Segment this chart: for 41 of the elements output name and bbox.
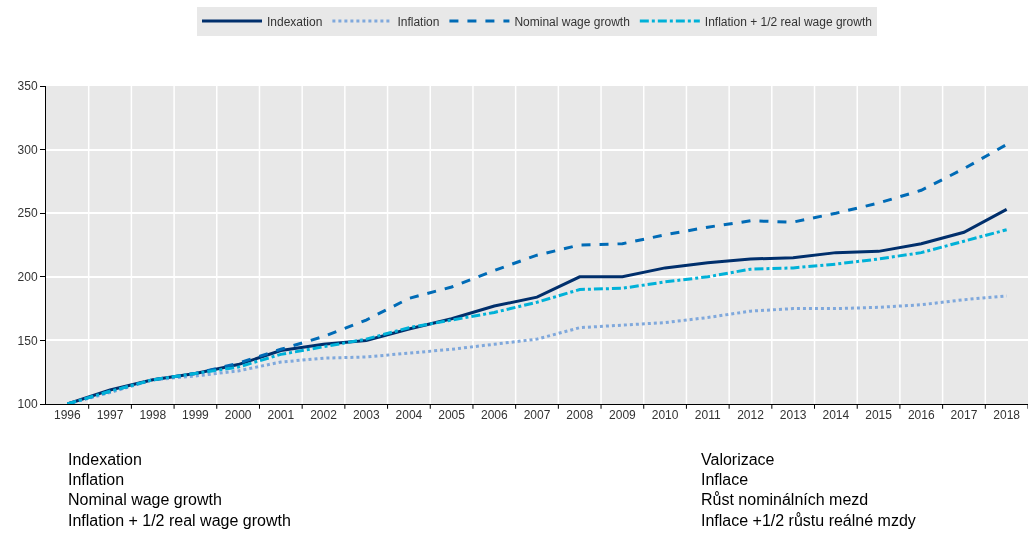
x-tick-label: 2013 (779, 408, 807, 423)
x-tick-label: 2018 (993, 408, 1021, 423)
y-tick-label: 350 (17, 79, 38, 94)
x-tick-label: 2000 (224, 408, 252, 423)
x-tick-label: 1997 (96, 408, 124, 423)
x-tick-label: 2002 (310, 408, 338, 423)
x-tick-label: 2007 (523, 408, 551, 423)
text: Růst nominálních mezd (701, 491, 869, 508)
x-tick-label: 2017 (950, 408, 978, 423)
x-tick-label: 2011 (694, 408, 721, 423)
x-tick-label: 1996 (54, 408, 82, 423)
y-tick-label: 300 (17, 142, 38, 157)
x-tick-label: 2005 (438, 408, 466, 423)
legend-label: Indexation (267, 14, 323, 29)
x-tick-label: 2012 (737, 408, 765, 423)
text: Valorizace (701, 451, 775, 468)
x-tick-label: 1998 (139, 408, 167, 423)
x-tick-label: 2016 (907, 408, 935, 423)
x-tick-label: 2001 (267, 408, 295, 423)
legend-label: Nominal wage growth (514, 14, 630, 29)
x-tick-label: 2008 (566, 408, 594, 423)
x-tick-label: 2009 (609, 408, 637, 423)
y-tick-label: 150 (17, 333, 38, 348)
legend-label: Inflation + 1/2 real wage growth (704, 14, 872, 29)
y-tick-label: 250 (17, 206, 38, 221)
x-tick-label: 2014 (822, 408, 850, 423)
x-tick-label: 2004 (395, 408, 423, 423)
x-tick-label: 1999 (182, 408, 210, 423)
text: Inflace (701, 471, 749, 488)
x-tick-label: 2006 (480, 408, 508, 423)
text: Indexation (68, 451, 142, 468)
x-tick-label: 2003 (352, 408, 380, 423)
x-tick-label: 2015 (865, 408, 893, 423)
text: Nominal wage growth (68, 491, 222, 508)
text: Inflation (68, 471, 125, 488)
text: Inflace +1/2 růstu reálné mzdy (701, 512, 916, 529)
text: Inflation + 1/2 real wage growth (68, 512, 291, 529)
y-tick-label: 200 (17, 270, 38, 284)
x-tick-label: 2010 (651, 408, 679, 423)
y-tick-label: 100 (17, 397, 38, 412)
legend-label: Inflation (397, 14, 440, 29)
